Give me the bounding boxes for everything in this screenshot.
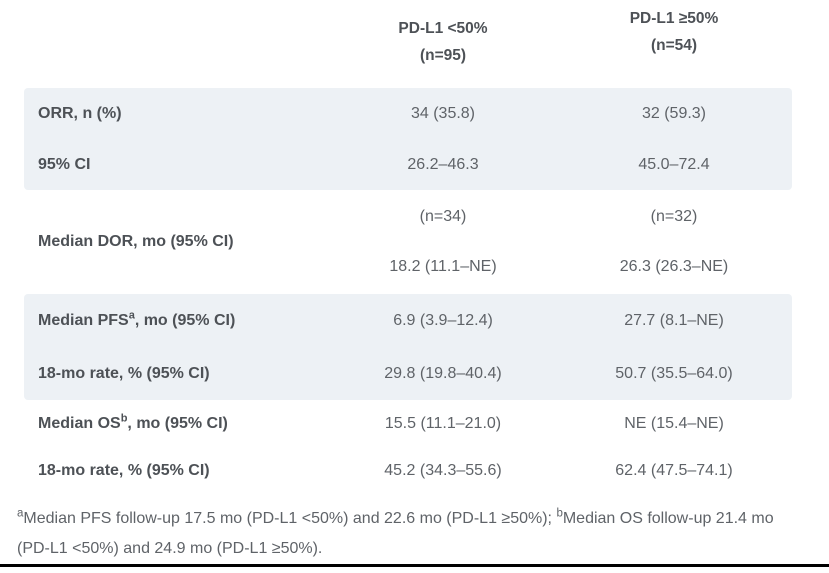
footnote-marker-b: b bbox=[556, 507, 563, 520]
row-label: Median PFSa, mo (95% CI) bbox=[24, 309, 330, 330]
cell-line-value: 26.3 (26.3–NE) bbox=[619, 258, 729, 275]
column-header-line1: PD-L1 ≥50% bbox=[629, 10, 719, 27]
column-header-line2: (n=54) bbox=[650, 37, 698, 54]
cell-ge50: 27.7 (8.1–NE) bbox=[624, 311, 724, 329]
footnote: aMedian PFS follow-up 17.5 mo (PD-L1 <50… bbox=[17, 504, 809, 564]
table-row-orr: ORR, n (%) 34 (35.8) 32 (59.3) bbox=[24, 88, 792, 139]
cell-lt50: (n=34) 18.2 (11.1–NE) bbox=[330, 192, 556, 292]
cell-ge50: 32 (59.3) bbox=[641, 104, 707, 122]
row-label-text: , mo (95% CI) bbox=[134, 311, 236, 329]
efficacy-table: PD-L1 <50% (n=95) PD-L1 ≥50% (n=54) ORR,… bbox=[24, 0, 792, 494]
table-row-dor: Median DOR, mo (95% CI) (n=34) 18.2 (11.… bbox=[24, 190, 792, 294]
cell-ge50: (n=32) 26.3 (26.3–NE) bbox=[556, 192, 792, 292]
row-label: Median DOR, mo (95% CI) bbox=[38, 233, 234, 250]
cell-ge50: NE (15.4–NE) bbox=[624, 414, 724, 432]
cell-ge50: 45.0–72.4 bbox=[638, 155, 710, 173]
cell-lt50: 34 (35.8) bbox=[410, 104, 476, 122]
table-row-orr-ci: 95% CI 26.2–46.3 45.0–72.4 bbox=[24, 139, 792, 190]
orr-section: ORR, n (%) 34 (35.8) 32 (59.3) 95% CI 26… bbox=[24, 88, 792, 190]
row-label-text: Median OS bbox=[38, 414, 121, 432]
footnote-text-os: Median OS follow-up 21.4 mo (PD-L1 <50%)… bbox=[17, 510, 774, 557]
pfs-section: Median PFSa, mo (95% CI) 6.9 (3.9–12.4) … bbox=[24, 294, 792, 400]
cell-lt50: 45.2 (34.3–55.6) bbox=[384, 461, 502, 479]
table-row-os-rate: 18-mo rate, % (95% CI) 45.2 (34.3–55.6) … bbox=[24, 447, 792, 494]
row-label: 95% CI bbox=[38, 155, 91, 173]
table-row-pfs-rate: 18-mo rate, % (95% CI) 29.8 (19.8–40.4) … bbox=[24, 347, 792, 400]
cell-line-n: (n=34) bbox=[419, 208, 467, 225]
row-label-text: , mo (95% CI) bbox=[127, 414, 228, 432]
cell-lt50: 26.2–46.3 bbox=[407, 155, 479, 173]
footnote-marker-b: b bbox=[120, 412, 128, 425]
row-label: ORR, n (%) bbox=[38, 104, 122, 122]
row-label: 18-mo rate, % (95% CI) bbox=[38, 461, 210, 479]
bottom-border bbox=[0, 564, 829, 567]
column-header-pdl1-lt50: PD-L1 <50% (n=95) bbox=[330, 15, 556, 69]
cell-lt50: 29.8 (19.8–40.4) bbox=[384, 364, 502, 382]
table-header-row: PD-L1 <50% (n=95) PD-L1 ≥50% (n=54) bbox=[24, 0, 792, 88]
table-row-os: Median OSb, mo (95% CI) 15.5 (11.1–21.0)… bbox=[24, 400, 792, 447]
column-header-pdl1-ge50: PD-L1 ≥50% (n=54) bbox=[556, 5, 792, 59]
footnote-marker-a: a bbox=[17, 507, 24, 520]
column-header-line2: (n=95) bbox=[419, 47, 467, 64]
row-label-text: Median PFS bbox=[38, 311, 129, 329]
os-section: Median OSb, mo (95% CI) 15.5 (11.1–21.0)… bbox=[24, 400, 792, 494]
footnote-text-pfs: Median PFS follow-up 17.5 mo (PD-L1 <50%… bbox=[23, 510, 557, 527]
cell-ge50: 50.7 (35.5–64.0) bbox=[615, 364, 733, 382]
row-label: 18-mo rate, % (95% CI) bbox=[38, 364, 210, 382]
cell-lt50: 15.5 (11.1–21.0) bbox=[384, 414, 502, 432]
row-label: Median OSb, mo (95% CI) bbox=[24, 412, 330, 433]
column-header-line1: PD-L1 <50% bbox=[398, 20, 488, 37]
cell-line-n: (n=32) bbox=[650, 208, 698, 225]
cell-line-value: 18.2 (11.1–NE) bbox=[389, 258, 497, 275]
table-row-pfs: Median PFSa, mo (95% CI) 6.9 (3.9–12.4) … bbox=[24, 294, 792, 347]
cell-lt50: 6.9 (3.9–12.4) bbox=[393, 311, 493, 329]
dor-section: Median DOR, mo (95% CI) (n=34) 18.2 (11.… bbox=[24, 190, 792, 294]
footnote-marker-a: a bbox=[128, 309, 135, 322]
cell-ge50: 62.4 (47.5–74.1) bbox=[615, 461, 733, 479]
